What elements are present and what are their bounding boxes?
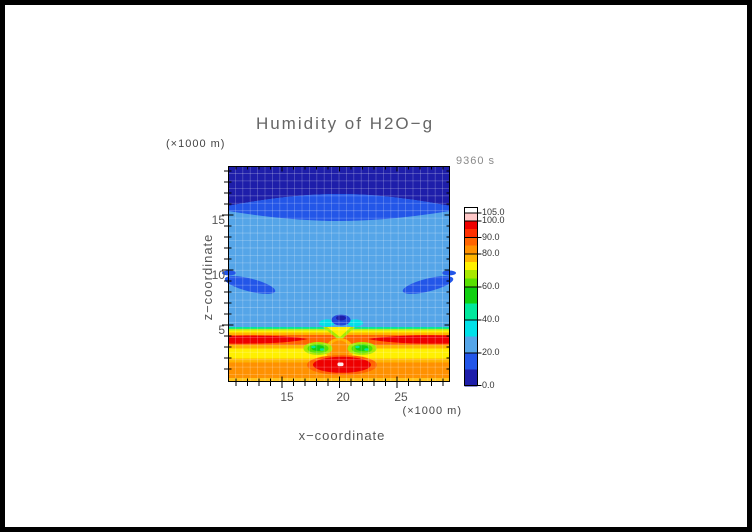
colorbar-segment-100-105 bbox=[464, 213, 478, 221]
chart-title: Humidity of H2O−g bbox=[255, 114, 435, 133]
x-tick-15: 15 bbox=[280, 390, 294, 404]
colorbar-segments bbox=[464, 207, 478, 387]
colorbar-segment-90-95 bbox=[464, 229, 478, 238]
field-centre-navy-core bbox=[336, 315, 346, 321]
pocket-speck bbox=[311, 345, 316, 349]
z-tick-5: 5 bbox=[218, 323, 225, 337]
timestamp-label: 9360 s bbox=[456, 155, 496, 167]
colorbar-label-0: 0.0 bbox=[482, 380, 495, 390]
field-centre-column-orange bbox=[329, 340, 350, 360]
colorbar-segment-80-85 bbox=[464, 245, 478, 254]
plot-frame bbox=[228, 166, 450, 382]
field-red-band-right bbox=[368, 335, 450, 344]
colorbar-segment-10-20 bbox=[464, 353, 478, 370]
pocket-speck bbox=[319, 348, 325, 351]
colorbar-segment-40-50 bbox=[464, 303, 478, 320]
model-grid-overlay bbox=[228, 166, 450, 382]
field-left-blob bbox=[224, 276, 276, 294]
colorbar-segment-60-65 bbox=[464, 278, 478, 287]
colorbar-segment->105 bbox=[464, 207, 478, 213]
colorbar-segment-20-30 bbox=[464, 336, 478, 353]
field-centre-cyan-left bbox=[319, 319, 335, 327]
colorbar-segment-65-70 bbox=[464, 270, 478, 279]
field-centre-wedge bbox=[327, 327, 351, 337]
colorbar-label-100: 100.0 bbox=[482, 215, 505, 225]
colorbar-label-40: 40.0 bbox=[482, 314, 500, 324]
pocket-speck bbox=[355, 345, 360, 349]
colorbar-segment-70-75 bbox=[464, 262, 478, 270]
x-axis-unit-label: (×1000 m) bbox=[402, 405, 462, 417]
contour-plot bbox=[222, 166, 456, 388]
field-hotspot-white-core bbox=[337, 362, 344, 367]
colorbar-label-105: 105.0 bbox=[482, 207, 505, 217]
field-green-pocket-left bbox=[303, 342, 333, 355]
field-right-blob bbox=[402, 276, 454, 294]
colorbar-label-60: 60.0 bbox=[482, 281, 500, 291]
z-axis-title: z−coordinate bbox=[200, 233, 215, 321]
colorbar-segment-75-80 bbox=[464, 254, 478, 262]
colorbar-label-90: 90.0 bbox=[482, 232, 500, 242]
plot-page: Humidity of H2O−g (×1000 m) 9360 s bbox=[5, 5, 747, 527]
colorbar-segment-30-40 bbox=[464, 320, 478, 337]
colorbar-segment-95-100 bbox=[464, 221, 478, 229]
colorbar-label-20: 20.0 bbox=[482, 347, 500, 357]
pocket-speck bbox=[364, 348, 369, 351]
field-lens-band bbox=[228, 194, 450, 221]
colorbar-segment-50-60 bbox=[464, 287, 478, 304]
plot-area bbox=[222, 166, 456, 382]
colorbar-tick-lines bbox=[464, 212, 482, 386]
field-top-dry-band bbox=[228, 166, 450, 206]
colorbar-segment-0-10 bbox=[464, 369, 478, 387]
field-red-band-left bbox=[228, 335, 308, 344]
x-tick-20: 20 bbox=[336, 390, 350, 404]
field-centre-cyan-right bbox=[347, 319, 363, 327]
x-tick-25: 25 bbox=[394, 390, 408, 404]
x-axis-title: x−coordinate bbox=[298, 428, 386, 443]
colorbar-label-80: 80.0 bbox=[482, 248, 500, 258]
z-tick-10: 10 bbox=[211, 268, 225, 282]
y-axis-unit-label: (×1000 m) bbox=[166, 138, 226, 150]
colorbar-segment-85-90 bbox=[464, 237, 478, 246]
colorbar-frame bbox=[464, 207, 478, 386]
field-green-pocket-right bbox=[347, 342, 377, 355]
colorbar bbox=[464, 207, 482, 387]
z-tick-15: 15 bbox=[211, 213, 225, 227]
